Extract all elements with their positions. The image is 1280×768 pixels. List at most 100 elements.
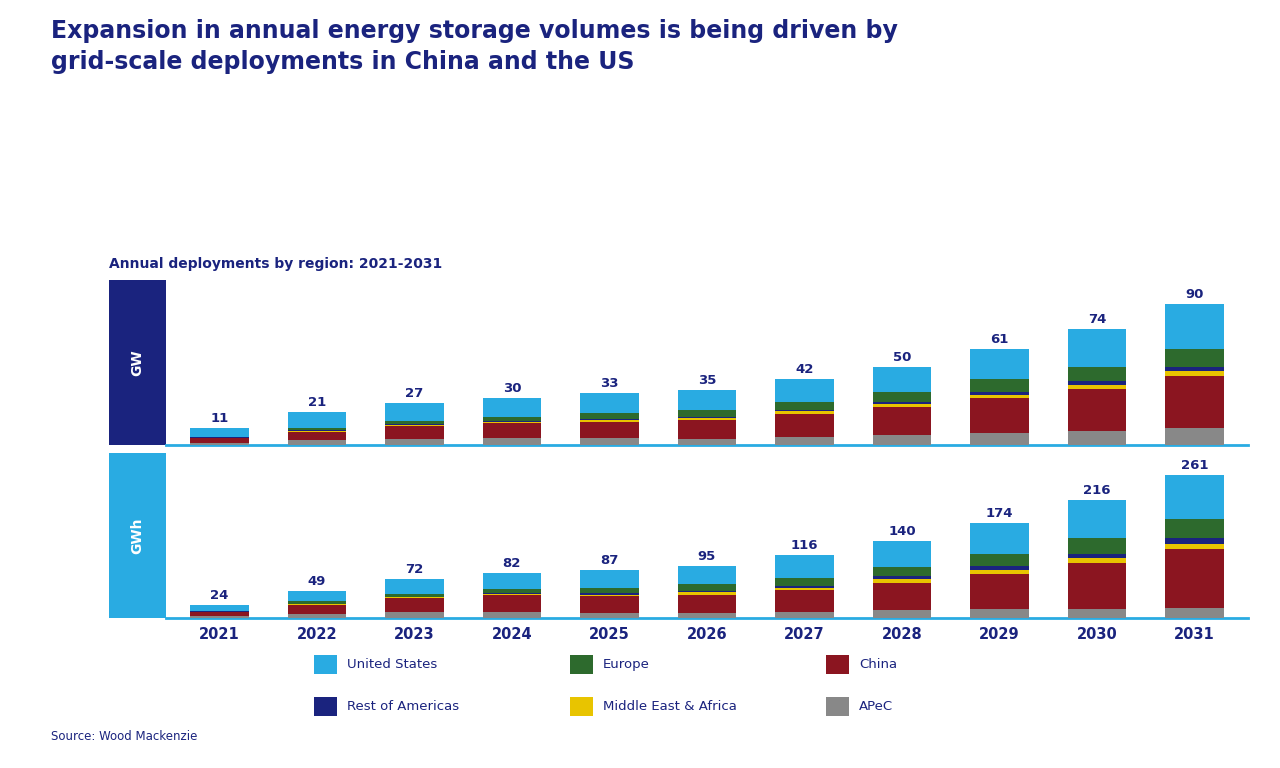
Bar <box>873 541 931 567</box>
Text: GW: GW <box>131 349 145 376</box>
Bar <box>677 418 736 420</box>
Bar <box>1165 538 1224 544</box>
Bar <box>288 591 346 601</box>
Bar <box>1165 549 1224 608</box>
Bar <box>385 578 444 594</box>
Bar <box>580 438 639 445</box>
Text: 116: 116 <box>791 538 818 551</box>
Bar <box>385 439 444 445</box>
Bar <box>873 407 931 435</box>
Bar <box>970 398 1029 432</box>
Bar <box>191 443 248 445</box>
Bar <box>580 422 639 438</box>
Bar <box>776 612 833 618</box>
Bar <box>970 574 1029 610</box>
Bar <box>1068 563 1126 610</box>
Bar <box>385 612 444 618</box>
Bar <box>873 404 931 407</box>
Bar <box>873 567 931 577</box>
Text: 82: 82 <box>503 558 521 570</box>
Bar <box>580 571 639 588</box>
Bar <box>483 423 541 438</box>
Bar <box>1068 389 1126 431</box>
Bar <box>970 392 1029 395</box>
Bar <box>580 419 639 420</box>
Bar <box>970 610 1029 618</box>
Bar <box>873 366 931 392</box>
Bar <box>776 379 833 402</box>
Bar <box>483 588 541 593</box>
Bar <box>191 616 248 618</box>
Text: Annual deployments by region: 2021-2031: Annual deployments by region: 2021-2031 <box>109 257 442 271</box>
Bar <box>580 393 639 413</box>
Bar <box>873 392 931 402</box>
Bar <box>580 594 639 596</box>
Bar <box>677 584 736 591</box>
Bar <box>970 554 1029 566</box>
Bar <box>191 438 248 443</box>
Text: 74: 74 <box>1088 313 1106 326</box>
Bar <box>1165 608 1224 618</box>
Bar <box>1068 538 1126 554</box>
Bar <box>580 596 639 613</box>
Bar <box>1165 372 1224 376</box>
Bar <box>191 612 248 616</box>
Bar <box>776 588 833 591</box>
Bar <box>776 412 833 414</box>
Text: 35: 35 <box>698 374 716 387</box>
Bar <box>873 610 931 618</box>
Text: 49: 49 <box>307 575 326 588</box>
Text: 61: 61 <box>991 333 1009 346</box>
Bar <box>483 573 541 588</box>
Text: 27: 27 <box>406 387 424 400</box>
Text: 174: 174 <box>986 507 1014 520</box>
Bar <box>970 349 1029 379</box>
Bar <box>483 417 541 421</box>
Bar <box>483 594 541 595</box>
Bar <box>288 601 346 604</box>
Bar <box>385 426 444 439</box>
Text: China: China <box>859 658 897 670</box>
Text: 95: 95 <box>698 550 716 563</box>
Text: 87: 87 <box>600 554 618 568</box>
Bar <box>191 436 248 437</box>
Bar <box>483 398 541 417</box>
Bar <box>580 593 639 594</box>
Bar <box>1165 349 1224 366</box>
Bar <box>677 410 736 416</box>
Bar <box>1068 329 1126 366</box>
Bar <box>970 570 1029 574</box>
Text: GWh: GWh <box>131 518 145 554</box>
Bar <box>1165 376 1224 428</box>
Bar <box>580 413 639 419</box>
Bar <box>288 614 346 618</box>
Text: 11: 11 <box>210 412 229 425</box>
Bar <box>776 578 833 585</box>
Text: 140: 140 <box>888 525 915 538</box>
Bar <box>1165 475 1224 519</box>
Text: 42: 42 <box>795 363 814 376</box>
Bar <box>580 588 639 593</box>
Bar <box>483 422 541 423</box>
Bar <box>483 421 541 422</box>
Bar <box>970 432 1029 445</box>
Bar <box>776 409 833 412</box>
Bar <box>677 420 736 439</box>
Bar <box>1068 558 1126 563</box>
Bar <box>873 579 931 582</box>
Text: 33: 33 <box>600 377 618 390</box>
Bar <box>580 420 639 422</box>
Bar <box>1165 519 1224 538</box>
Bar <box>677 439 736 445</box>
Text: 216: 216 <box>1083 484 1111 497</box>
Bar <box>1165 304 1224 349</box>
Bar <box>677 613 736 618</box>
Bar <box>483 595 541 611</box>
Bar <box>677 416 736 418</box>
Bar <box>288 412 346 428</box>
Bar <box>1165 428 1224 445</box>
Bar <box>385 421 444 424</box>
Text: Source: Wood Mackenzie: Source: Wood Mackenzie <box>51 730 197 743</box>
Bar <box>288 604 346 605</box>
Bar <box>1068 385 1126 389</box>
